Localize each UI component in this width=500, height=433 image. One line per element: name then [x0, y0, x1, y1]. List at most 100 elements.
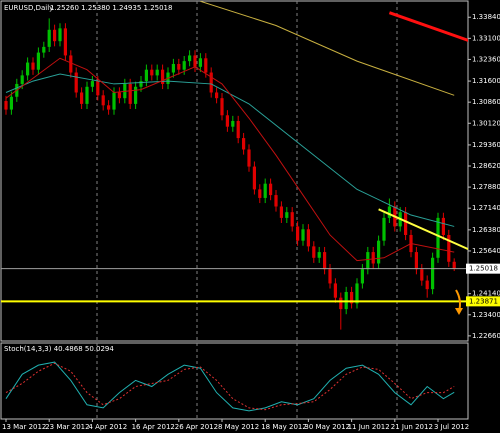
candle-body: [74, 72, 78, 93]
candle-body: [58, 28, 62, 42]
y-tick-label: 1.22660: [472, 332, 500, 340]
candle-body: [414, 252, 418, 270]
x-tick-label: 4 Apr 2012: [88, 423, 127, 431]
candle-body: [279, 206, 283, 218]
candle-body: [258, 189, 262, 198]
candle-body: [436, 217, 440, 258]
candle-body: [296, 226, 300, 241]
candle-body: [366, 252, 370, 270]
candle-body: [36, 52, 40, 70]
candle-body: [312, 246, 316, 258]
candle-body: [263, 183, 267, 198]
candle-body: [404, 212, 408, 235]
candle-body: [269, 183, 273, 196]
candle-body: [53, 29, 57, 42]
candle-body: [452, 261, 456, 269]
y-tick-label: 1.26380: [472, 226, 500, 234]
candle-body: [323, 252, 327, 270]
overlay-line: [378, 208, 468, 251]
candle-body: [360, 269, 364, 284]
candle-body: [328, 269, 332, 284]
candle-body: [371, 252, 375, 264]
candle-body: [274, 195, 278, 207]
candle-body: [317, 252, 321, 258]
candle-body: [431, 257, 435, 290]
x-tick-label: 18 May 2012: [261, 423, 307, 431]
main-plot: [1, 1, 468, 330]
candle-body: [177, 63, 181, 70]
candle-body: [350, 291, 354, 304]
y-tick-label: 1.24140: [472, 290, 500, 298]
y-tick-label: 1.30860: [472, 98, 500, 106]
candle-body: [9, 96, 13, 110]
arrow-head: [455, 308, 463, 315]
candle-body: [150, 69, 154, 76]
candle-body: [285, 212, 289, 218]
chart-subtitle: 1.25260 1.25380 1.24935 1.25018: [50, 4, 172, 12]
y-tick-label: 1.29360: [472, 141, 500, 149]
x-tick-label: 16 Apr 2012: [132, 423, 175, 431]
candle-body: [306, 229, 310, 247]
x-tick-label: 3 Jul 2012: [434, 423, 469, 431]
candle-body: [182, 61, 186, 70]
main-frame: [0, 0, 469, 342]
y-tick-label: 1.27140: [472, 204, 500, 212]
candle-body: [215, 92, 219, 99]
candle-body: [101, 95, 105, 106]
candle-body: [290, 212, 294, 227]
stoch-line: [5, 362, 455, 411]
vertical-grid: [96, 1, 398, 419]
candle-body: [220, 98, 224, 116]
x-tick-label: 30 May 2012: [304, 423, 350, 431]
stoch-line: [5, 361, 455, 412]
candle-body: [63, 28, 67, 56]
y-tick-label: 1.32360: [472, 55, 500, 63]
x-tick-label: 21 Jun 2012: [391, 423, 433, 431]
candle-body: [85, 86, 89, 104]
candle-body: [387, 206, 391, 218]
price-box-label: 1.23871: [469, 297, 498, 305]
candle-body: [252, 166, 256, 190]
x-tick-label: 26 Apr 2012: [175, 423, 218, 431]
overlay-line: [200, 1, 455, 96]
candle-body: [231, 120, 235, 127]
candle-body: [134, 86, 138, 104]
candle-body: [209, 72, 213, 93]
y-tick-label: 1.31600: [472, 77, 500, 85]
candle-body: [117, 92, 121, 99]
overlay-line: [5, 73, 455, 227]
candle-body: [20, 75, 24, 84]
candle-body: [236, 120, 240, 139]
stoch-plot: [5, 361, 455, 412]
candle-body: [31, 62, 35, 70]
price-box-label: 1.25018: [469, 265, 498, 273]
candle-body: [139, 81, 143, 87]
overlay-line: [5, 57, 455, 262]
chart-title: EURUSD,Daily: [4, 4, 53, 12]
price-box: [466, 263, 500, 274]
candle-body: [441, 217, 445, 235]
x-tick-label: 23 Mar 2012: [45, 423, 89, 431]
candle-body: [333, 283, 337, 298]
y-tick-label: 1.23400: [472, 311, 500, 319]
axes: 1.33840 1.33100 1.32360 1.31600 1.30860 1.301…: [2, 13, 500, 431]
price-box: [466, 296, 500, 307]
x-tick-label: 13 Mar 2012: [2, 423, 46, 431]
candle-body: [339, 297, 343, 310]
candle-body: [447, 234, 451, 262]
y-tick-label: 1.28620: [472, 162, 500, 170]
candle-body: [198, 58, 202, 67]
candle-body: [171, 63, 175, 73]
candle-body: [144, 69, 148, 82]
candle-body: [242, 138, 246, 150]
candle-body: [188, 55, 192, 62]
y-tick-label: 1.33100: [472, 34, 500, 42]
candle-body: [161, 69, 165, 84]
candle-body: [96, 81, 100, 96]
candle-body: [193, 55, 197, 67]
candle-body: [112, 92, 116, 110]
candle-body: [80, 92, 84, 104]
candle-body: [247, 149, 251, 167]
overlay-line: [388, 11, 468, 42]
